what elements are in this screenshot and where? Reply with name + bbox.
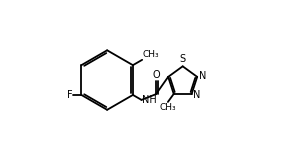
Text: O: O [153, 70, 160, 80]
Text: CH₃: CH₃ [142, 50, 159, 59]
Text: N: N [194, 90, 201, 100]
Text: S: S [180, 54, 186, 64]
Text: F: F [67, 90, 72, 100]
Text: CH₃: CH₃ [159, 103, 176, 112]
Text: NH: NH [142, 95, 157, 105]
Text: N: N [199, 71, 206, 81]
